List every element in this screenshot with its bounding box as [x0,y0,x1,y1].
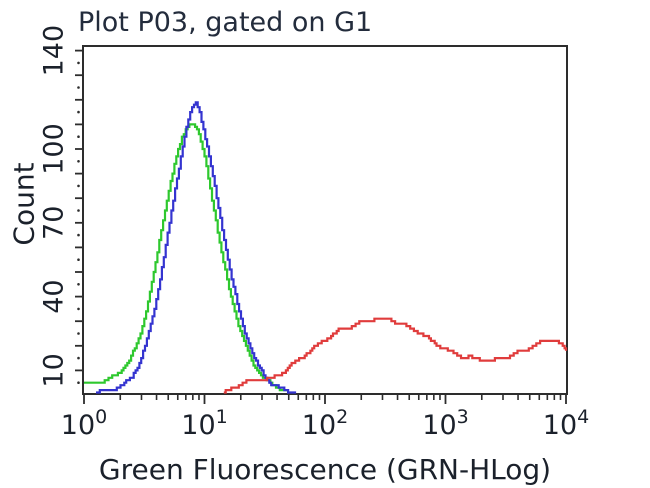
x-tick-label: 103 [422,406,468,441]
y-dot-tick [77,135,80,138]
y-tick-label: 70 [39,206,70,240]
chart-title: Plot P03, gated on G1 [78,7,372,38]
green-histogram-curve [84,123,288,392]
y-dot-tick [77,160,80,163]
x-tick-label: 102 [302,406,348,441]
x-tick-label: 101 [181,406,227,441]
y-dot-tick [77,61,80,65]
y-dot-tick [77,258,80,262]
y-dot-tick [77,86,80,89]
x-tick-label: 100 [61,406,107,441]
y-tick-label: 100 [39,123,70,175]
x-tick-label: 104 [543,406,589,441]
y-axis-label: Count [8,162,41,245]
y-dot-tick [77,184,80,188]
red-histogram-curve [223,317,568,394]
y-dot-tick [77,283,80,286]
y-tick-label: 40 [39,279,70,313]
y-dot-tick [77,381,80,385]
y-dot-tick [77,356,80,360]
blue-histogram-curve [96,101,297,394]
y-dot-tick [77,307,80,311]
plot-area: 10 40 70 100 140 100 101 102 103 104 [39,25,590,441]
y-dot-tick [77,233,80,237]
y-tick-label: 140 [39,25,70,77]
y-tick-label: 10 [39,353,70,387]
y-dot-tick [77,110,80,114]
x-axis-label: Green Fluorescence (GRN-HLog) [99,453,551,486]
y-dot-tick [77,209,80,212]
y-dot-tick [77,332,80,335]
